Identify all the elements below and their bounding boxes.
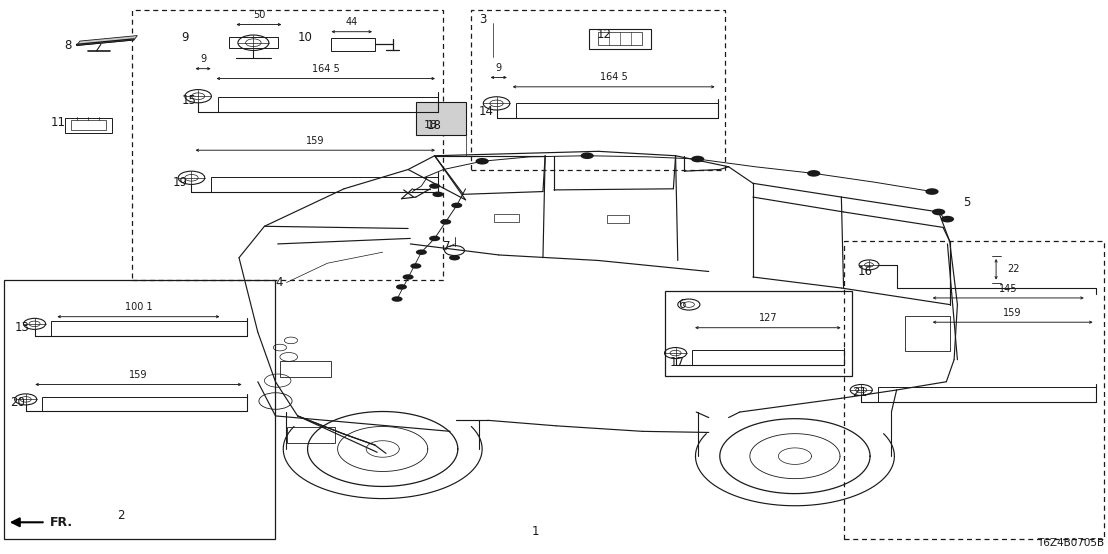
- Bar: [416, 102, 465, 135]
- Circle shape: [941, 216, 954, 222]
- Bar: [692, 350, 843, 365]
- Circle shape: [581, 152, 594, 159]
- Text: FR.: FR.: [50, 516, 73, 529]
- Text: 11: 11: [51, 116, 66, 129]
- Circle shape: [449, 255, 460, 260]
- Circle shape: [391, 296, 402, 302]
- Text: 19: 19: [173, 176, 187, 189]
- Bar: [229, 37, 278, 48]
- Bar: [878, 387, 1096, 402]
- Text: 12: 12: [597, 28, 612, 41]
- Text: 6: 6: [678, 298, 685, 311]
- Text: 44: 44: [346, 17, 358, 27]
- Text: 8: 8: [64, 39, 72, 52]
- Bar: [287, 427, 335, 443]
- Circle shape: [807, 170, 820, 177]
- Circle shape: [451, 203, 462, 208]
- Bar: [3, 280, 276, 539]
- Bar: [132, 9, 443, 280]
- Circle shape: [429, 235, 440, 241]
- Text: 127: 127: [759, 314, 777, 324]
- Bar: [598, 32, 643, 45]
- Circle shape: [416, 249, 427, 255]
- Circle shape: [402, 274, 413, 280]
- Text: 1: 1: [532, 525, 540, 538]
- Bar: [212, 177, 438, 192]
- Text: 20: 20: [10, 396, 25, 409]
- Text: 18: 18: [427, 119, 442, 132]
- Text: 3: 3: [479, 13, 486, 25]
- Text: 164 5: 164 5: [311, 64, 340, 74]
- Text: 50: 50: [253, 10, 265, 20]
- Circle shape: [440, 219, 451, 224]
- Text: 15: 15: [182, 94, 196, 107]
- Circle shape: [429, 183, 440, 189]
- Circle shape: [475, 158, 489, 165]
- Text: 14: 14: [479, 105, 494, 118]
- Bar: [494, 214, 519, 222]
- Circle shape: [432, 192, 443, 197]
- Bar: [51, 321, 247, 336]
- Bar: [280, 361, 331, 377]
- Text: 159: 159: [306, 136, 325, 146]
- Text: 16: 16: [858, 265, 873, 278]
- Polygon shape: [76, 35, 137, 45]
- Circle shape: [932, 209, 945, 216]
- Text: 159: 159: [1004, 308, 1022, 318]
- Text: 10: 10: [298, 30, 312, 44]
- Circle shape: [925, 188, 938, 195]
- Text: T6Z4B0705B: T6Z4B0705B: [1037, 538, 1105, 548]
- Text: 2: 2: [117, 509, 125, 522]
- Bar: [905, 316, 950, 351]
- Text: 22: 22: [1007, 264, 1019, 274]
- Text: 21: 21: [852, 386, 868, 399]
- Bar: [843, 241, 1105, 539]
- Text: 164 5: 164 5: [599, 73, 627, 83]
- Text: 5: 5: [963, 196, 971, 209]
- Bar: [607, 216, 629, 223]
- Bar: [42, 397, 247, 412]
- Circle shape: [396, 284, 407, 290]
- Text: 4: 4: [276, 276, 283, 289]
- Text: 100 1: 100 1: [124, 302, 152, 312]
- Bar: [471, 9, 726, 170]
- Bar: [218, 98, 438, 112]
- Bar: [65, 117, 112, 133]
- Text: 9: 9: [201, 54, 206, 64]
- Bar: [665, 291, 852, 376]
- Bar: [331, 38, 375, 51]
- Bar: [516, 104, 718, 117]
- Text: 9: 9: [182, 30, 189, 44]
- Text: 18: 18: [423, 120, 438, 130]
- Circle shape: [410, 263, 421, 269]
- Text: 145: 145: [999, 284, 1017, 294]
- Circle shape: [691, 156, 705, 162]
- Text: 7: 7: [443, 240, 451, 253]
- Text: 159: 159: [130, 370, 147, 380]
- Text: 13: 13: [14, 321, 30, 334]
- Bar: [589, 29, 652, 49]
- Text: 17: 17: [670, 356, 685, 369]
- Bar: [71, 120, 106, 130]
- Text: 9: 9: [495, 63, 502, 73]
